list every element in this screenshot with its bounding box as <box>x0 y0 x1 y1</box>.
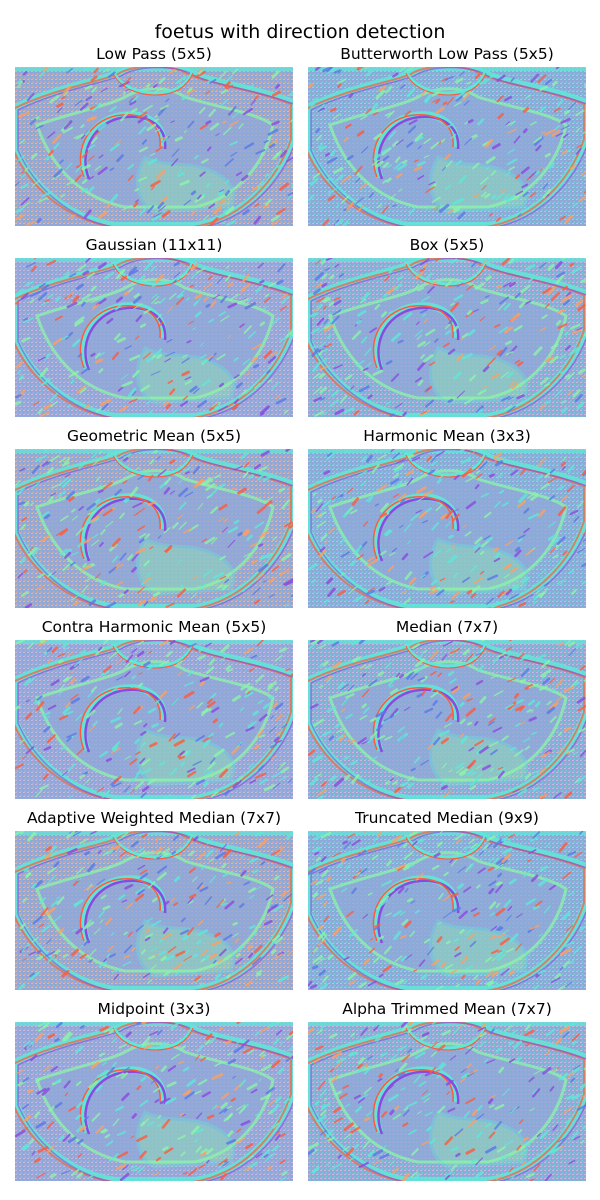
panel-title: Midpoint (3x3) <box>97 1000 211 1018</box>
filtered-image <box>308 449 586 608</box>
filtered-image <box>15 449 293 608</box>
panel-title: Median (7x7) <box>395 618 499 636</box>
filtered-image <box>308 831 586 990</box>
panel-title: Box (5x5) <box>409 236 485 254</box>
panel-title: Low Pass (5x5) <box>96 45 212 63</box>
filtered-image <box>15 640 293 799</box>
filtered-image <box>308 640 586 799</box>
panel-title: Adaptive Weighted Median (7x7) <box>26 809 282 827</box>
panel-title: Gaussian (11x11) <box>85 236 223 254</box>
panel-title: Geometric Mean (5x5) <box>66 427 242 445</box>
figure-title: foetus with direction detection <box>154 21 446 43</box>
filtered-image <box>15 258 293 417</box>
panel-title: Contra Harmonic Mean (5x5) <box>41 618 267 636</box>
panel-title: Harmonic Mean (3x3) <box>363 427 531 445</box>
panel-title: Butterworth Low Pass (5x5) <box>340 45 554 63</box>
panel-title: Truncated Median (9x9) <box>355 809 539 827</box>
panel-title: Alpha Trimmed Mean (7x7) <box>342 1000 552 1018</box>
filtered-image <box>15 831 293 990</box>
filtered-image <box>308 67 586 226</box>
filtered-image <box>308 258 586 417</box>
filtered-image <box>15 1022 293 1181</box>
filtered-image <box>308 1022 586 1181</box>
filtered-image <box>15 67 293 226</box>
